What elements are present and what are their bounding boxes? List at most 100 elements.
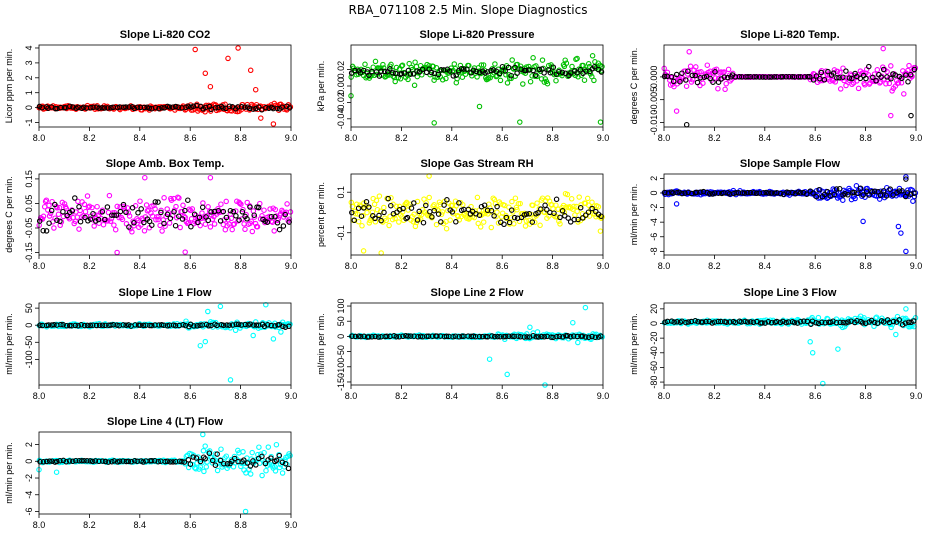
data-point: [582, 304, 589, 311]
selected-data-point: [220, 208, 227, 215]
selected-data-point: [149, 222, 155, 228]
selected-data-point: [390, 70, 396, 76]
selected-data-point: [226, 322, 233, 328]
selected-data-point: [414, 68, 420, 74]
selected-data-point: [585, 209, 592, 215]
selected-data-point: [459, 333, 465, 340]
selected-data-point: [259, 453, 265, 460]
selected-data-point: [765, 319, 772, 325]
selected-data-point: [387, 66, 393, 72]
selected-data-point: [93, 322, 100, 329]
data-point: [51, 225, 57, 231]
y-tick-label: -0.010: [649, 110, 659, 136]
plot-frame: [663, 44, 917, 128]
selected-data-point: [152, 104, 159, 111]
selected-data-point: [671, 319, 677, 325]
selected-data-point: [111, 458, 117, 464]
selected-data-point: [90, 322, 96, 328]
y-tick-label: 2: [24, 442, 34, 447]
selected-data-point: [268, 213, 275, 220]
data-point: [228, 215, 235, 222]
x-tick-label: 8.4: [759, 391, 772, 401]
selected-data-point: [68, 322, 75, 329]
selected-data-point: [220, 322, 227, 329]
selected-data-point: [902, 320, 909, 326]
selected-data-point: [193, 455, 200, 461]
data-point: [202, 70, 209, 77]
selected-data-point: [556, 68, 562, 75]
selected-data-point: [197, 458, 204, 465]
selected-data-point: [741, 190, 748, 196]
selected-data-point: [662, 189, 668, 196]
x-tick-label: 8.2: [708, 261, 721, 271]
data-point: [89, 204, 95, 211]
data-point: [571, 203, 577, 210]
selected-data-point: [570, 333, 577, 339]
y-tick-label: -6: [24, 507, 34, 515]
selected-data-point: [434, 333, 440, 339]
selected-data-point: [786, 189, 792, 196]
selected-data-point: [871, 188, 878, 194]
data-point: [527, 78, 534, 85]
selected-data-point: [428, 69, 435, 76]
data-point: [200, 431, 206, 438]
y-tick-label: -0.05: [24, 218, 34, 239]
data-point: [506, 204, 512, 210]
selected-data-point: [747, 319, 754, 325]
data-point: [544, 80, 551, 87]
data-point: [451, 61, 458, 67]
selected-data-point: [82, 214, 88, 221]
data-point: [893, 331, 899, 338]
data-point: [860, 218, 866, 225]
selected-data-point: [509, 333, 515, 339]
selected-data-point: [685, 68, 691, 74]
selected-data-point: [405, 333, 411, 339]
selected-data-point: [431, 207, 437, 214]
selected-data-point: [805, 73, 811, 80]
data-point: [242, 226, 248, 233]
selected-data-point: [668, 318, 675, 324]
data-point: [469, 73, 475, 79]
selected-data-point: [202, 456, 208, 462]
selected-data-point: [206, 450, 213, 456]
data-point: [207, 174, 214, 181]
data-point: [888, 63, 894, 69]
x-tick-label: 8.2: [395, 133, 408, 143]
x-tick-label: 8.6: [809, 133, 822, 143]
data-point: [179, 208, 185, 215]
data-point: [693, 64, 699, 70]
x-tick-label: 8.8: [234, 261, 247, 271]
selected-data-point: [859, 320, 866, 326]
selected-data-point: [199, 204, 206, 211]
selected-data-point: [479, 333, 486, 340]
selected-data-point: [396, 206, 403, 213]
selected-data-point: [37, 459, 43, 465]
selected-data-point: [123, 104, 129, 110]
selected-data-point: [501, 221, 507, 228]
selected-data-point: [692, 72, 699, 79]
data-point: [835, 346, 841, 352]
selected-data-point: [760, 74, 766, 80]
y-tick-label: -100: [24, 350, 34, 368]
selected-data-point: [129, 205, 136, 211]
selected-data-point: [751, 74, 757, 80]
selected-data-point: [598, 69, 605, 75]
data-point: [477, 224, 484, 230]
selected-data-point: [473, 68, 479, 75]
selected-data-point: [185, 457, 192, 463]
selected-data-point: [247, 321, 253, 327]
data-point: [443, 75, 449, 82]
selected-data-point: [715, 190, 722, 196]
selected-data-point: [765, 190, 772, 196]
selected-data-point: [194, 323, 200, 329]
selected-data-point: [586, 334, 592, 341]
x-tick-label: 8.4: [446, 261, 459, 271]
y-tick-label: 0.000: [649, 66, 659, 89]
selected-data-point: [349, 209, 355, 216]
selected-data-point: [744, 189, 751, 196]
selected-data-point: [780, 318, 786, 325]
selected-data-point: [559, 208, 566, 214]
selected-data-point: [803, 191, 810, 197]
data-point: [56, 204, 63, 211]
data-point: [188, 216, 195, 222]
